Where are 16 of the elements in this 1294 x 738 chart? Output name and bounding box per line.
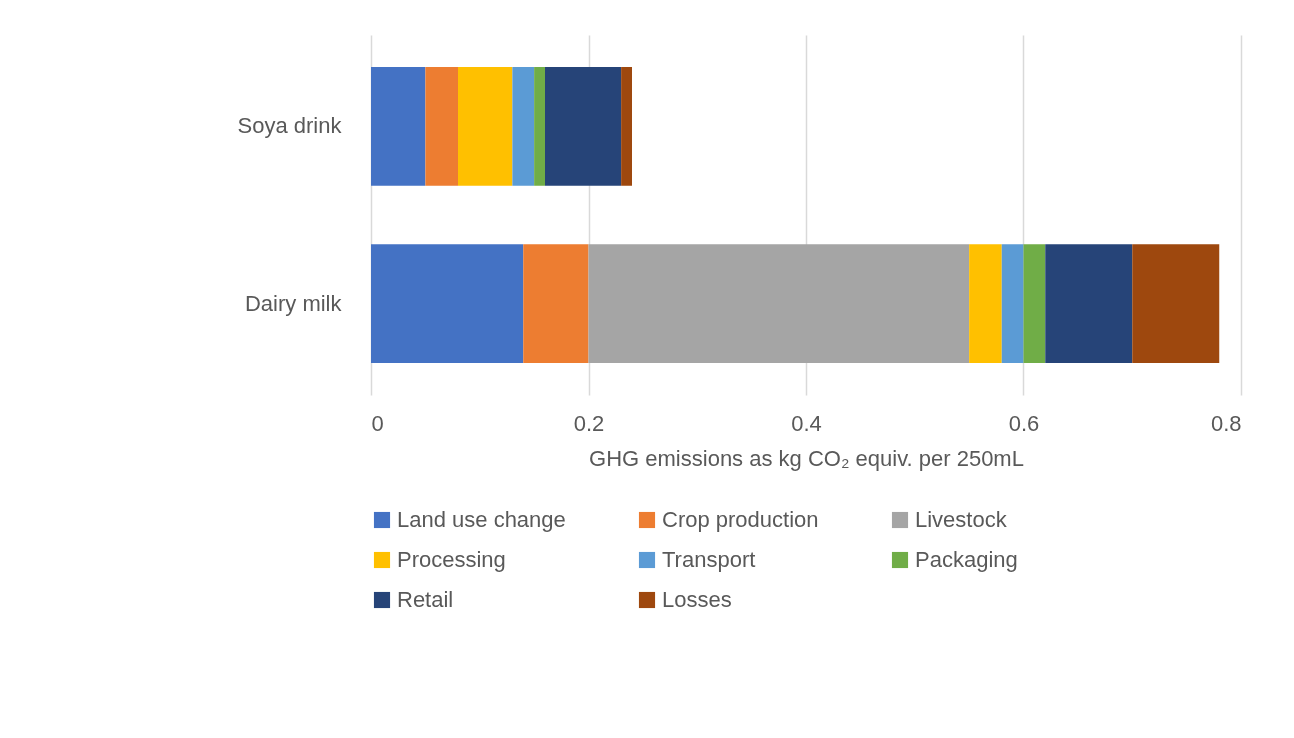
y-tick-label: Soya drink	[237, 113, 343, 139]
x-tick-label: 0.6	[1008, 410, 1040, 436]
legend-label: Transport	[662, 547, 756, 572]
y-tick-label: Dairy milk	[244, 290, 343, 316]
legend-label: Crop production	[662, 507, 819, 532]
legend-label: Processing	[397, 547, 506, 572]
x-tick-label: 0.2	[573, 410, 605, 436]
x-tick-label: 0.4	[791, 410, 822, 436]
x-tick-label: 0	[371, 410, 384, 436]
legend-label: Retail	[397, 587, 454, 612]
legend-label: Packaging	[915, 547, 1018, 572]
x-tick-label: 0.8	[1210, 410, 1242, 436]
legend-label: Livestock	[915, 507, 1008, 532]
legend-label: Losses	[662, 587, 732, 612]
x-axis-title: GHG emissions as kg CO₂ equiv. per 250mL	[589, 445, 1024, 471]
legend-label: Land use change	[397, 507, 566, 532]
